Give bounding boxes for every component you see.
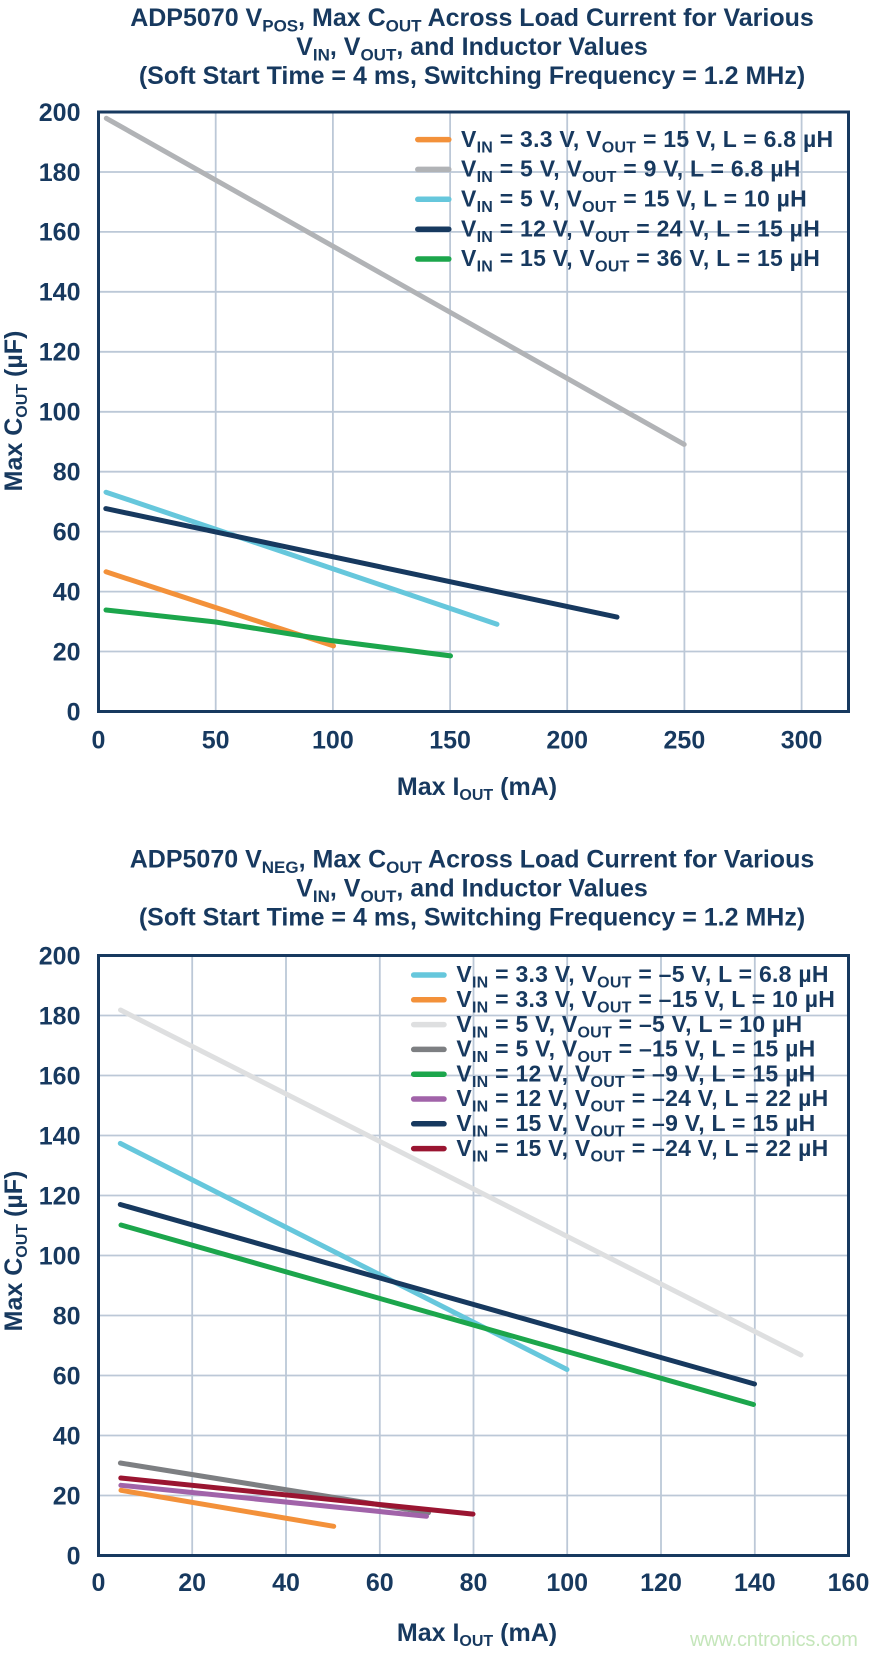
- svg-text:VIN = 12 V, VOUT = –9 V, L = 1: VIN = 12 V, VOUT = –9 V, L = 15 µH: [456, 1060, 815, 1091]
- svg-text:140: 140: [39, 1122, 81, 1150]
- svg-text:150: 150: [429, 727, 471, 755]
- svg-text:100: 100: [546, 1569, 588, 1597]
- svg-text:180: 180: [39, 159, 81, 187]
- svg-text:0: 0: [67, 698, 81, 726]
- svg-text:0: 0: [92, 727, 106, 755]
- svg-text:VIN = 15 V, VOUT = –24 V, L =: VIN = 15 V, VOUT = –24 V, L = 22 µH: [456, 1135, 828, 1166]
- svg-text:250: 250: [664, 727, 706, 755]
- svg-text:VIN = 15 V, VOUT = 36 V, L = 1: VIN = 15 V, VOUT = 36 V, L = 15 µH: [461, 245, 820, 276]
- svg-text:60: 60: [53, 1362, 81, 1390]
- svg-text:VIN = 5 V, VOUT = 15 V, L = 10: VIN = 5 V, VOUT = 15 V, L = 10 µH: [461, 186, 807, 217]
- svg-text:140: 140: [39, 279, 81, 307]
- svg-text:VIN = 12 V, VOUT = 24 V, L = 1: VIN = 12 V, VOUT = 24 V, L = 15 µH: [461, 215, 820, 246]
- svg-text:120: 120: [39, 1182, 81, 1210]
- svg-text:200: 200: [39, 99, 81, 127]
- svg-text:40: 40: [272, 1569, 300, 1597]
- svg-text:ADP5070 VNEG, Max COUT Across: ADP5070 VNEG, Max COUT Across Load Curre…: [130, 846, 815, 878]
- svg-text:120: 120: [640, 1569, 682, 1597]
- svg-text:20: 20: [53, 1482, 81, 1510]
- svg-text:Max COUT (µF): Max COUT (µF): [0, 1171, 31, 1332]
- svg-text:40: 40: [53, 578, 81, 606]
- svg-text:160: 160: [39, 219, 81, 247]
- svg-text:40: 40: [53, 1422, 81, 1450]
- svg-text:200: 200: [39, 942, 81, 970]
- svg-text:0: 0: [92, 1569, 106, 1597]
- svg-text:VIN, VOUT, and Inductor Values: VIN, VOUT, and Inductor Values: [296, 33, 648, 65]
- svg-text:VIN = 5 V, VOUT = –15 V, L = 1: VIN = 5 V, VOUT = –15 V, L = 15 µH: [456, 1036, 815, 1067]
- svg-text:180: 180: [39, 1002, 81, 1030]
- svg-text:VIN, VOUT, and Inductor Values: VIN, VOUT, and Inductor Values: [296, 875, 648, 907]
- svg-text:(Soft Start Time = 4 ms, Switc: (Soft Start Time = 4 ms, Switching Frequ…: [139, 904, 805, 932]
- svg-text:VIN = 5 V, VOUT = –5 V, L = 10: VIN = 5 V, VOUT = –5 V, L = 10 µH: [456, 1011, 802, 1042]
- svg-text:140: 140: [734, 1569, 776, 1597]
- svg-text:200: 200: [546, 727, 588, 755]
- svg-text:100: 100: [39, 399, 81, 427]
- svg-text:160: 160: [39, 1062, 81, 1090]
- svg-text:80: 80: [53, 1302, 81, 1330]
- svg-text:300: 300: [781, 727, 823, 755]
- svg-text:(Soft Start Time = 4 ms, Switc: (Soft Start Time = 4 ms, Switching Frequ…: [139, 62, 805, 90]
- svg-text:20: 20: [178, 1569, 206, 1597]
- svg-text:60: 60: [53, 518, 81, 546]
- svg-text:60: 60: [366, 1569, 394, 1597]
- svg-text:100: 100: [39, 1242, 81, 1270]
- svg-text:80: 80: [460, 1569, 488, 1597]
- svg-text:VIN = 3.3 V, VOUT = –15 V, L =: VIN = 3.3 V, VOUT = –15 V, L = 10 µH: [456, 986, 835, 1017]
- svg-text:VIN = 12 V, VOUT = –24 V, L =: VIN = 12 V, VOUT = –24 V, L = 22 µH: [456, 1085, 828, 1116]
- svg-text:VIN = 15 V, VOUT = –9 V, L = 1: VIN = 15 V, VOUT = –9 V, L = 15 µH: [456, 1110, 815, 1141]
- svg-text:160: 160: [828, 1569, 870, 1597]
- svg-text:VIN = 3.3 V, VOUT = –5 V, L =: VIN = 3.3 V, VOUT = –5 V, L = 6.8 µH: [456, 961, 828, 992]
- svg-text:50: 50: [202, 727, 230, 755]
- svg-text:100: 100: [312, 727, 354, 755]
- svg-text:0: 0: [67, 1542, 81, 1570]
- svg-text:www.cntronics.com: www.cntronics.com: [689, 1629, 858, 1651]
- svg-text:20: 20: [53, 638, 81, 666]
- svg-text:120: 120: [39, 339, 81, 367]
- svg-text:80: 80: [53, 459, 81, 487]
- svg-text:VIN = 3.3 V, VOUT = 15 V, L =: VIN = 3.3 V, VOUT = 15 V, L = 6.8 µH: [461, 126, 833, 157]
- svg-text:ADP5070 VPOS, Max COUT Across: ADP5070 VPOS, Max COUT Across Load Curre…: [130, 4, 814, 36]
- svg-text:VIN = 5 V, VOUT = 9 V, L = 6.8: VIN = 5 V, VOUT = 9 V, L = 6.8 µH: [461, 156, 801, 187]
